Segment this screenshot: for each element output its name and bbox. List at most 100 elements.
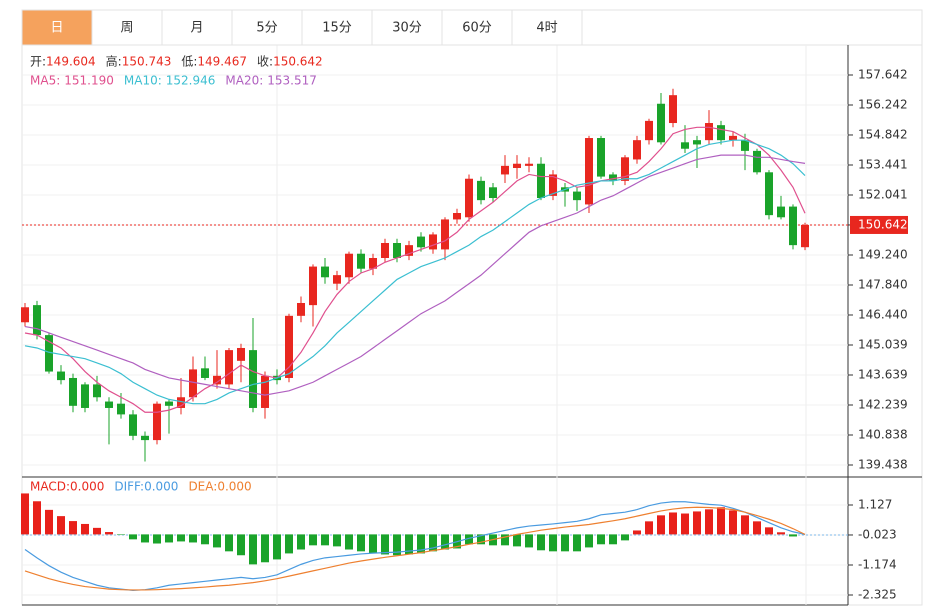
macd-bar	[285, 534, 293, 554]
tab[interactable]	[161, 9, 233, 46]
candle-body	[21, 307, 29, 323]
candle-body	[177, 397, 185, 408]
candle-body	[261, 375, 269, 408]
candle-body	[393, 243, 401, 258]
candle-body	[657, 103, 665, 143]
legend-text: 0.000	[144, 480, 178, 494]
tab-label[interactable]: 60分	[462, 21, 492, 36]
legend-text: DIFF:	[114, 480, 144, 494]
candle-body	[609, 174, 617, 181]
macd-bar	[669, 512, 677, 535]
candle-body	[705, 123, 713, 141]
indicator-line	[24, 506, 806, 591]
candle-body	[129, 414, 137, 436]
tab-label[interactable]: 日	[50, 21, 63, 36]
legend-text: 153.517	[267, 74, 317, 88]
candle-body	[33, 305, 41, 336]
candle-body	[729, 135, 737, 141]
candle-body	[621, 157, 629, 181]
candle-body	[537, 163, 545, 199]
macd-bar	[393, 534, 401, 556]
y-tick-label: 150.642	[858, 217, 908, 231]
legend-text: 收:	[257, 55, 273, 69]
macd-bar	[417, 534, 425, 554]
macd-bar	[621, 534, 629, 541]
tab-label[interactable]: 5分	[256, 21, 277, 36]
candle-body	[345, 253, 353, 278]
macd-bar	[45, 509, 53, 535]
indicator-line	[24, 501, 806, 592]
candle-body	[441, 219, 449, 250]
y-tick-label: 1.127	[858, 497, 892, 511]
indicator-line	[24, 154, 806, 396]
macd-bar	[561, 534, 569, 552]
candle-body	[453, 213, 461, 220]
y-tick-label: 146.440	[858, 307, 908, 321]
candle-body	[93, 384, 101, 398]
macd-bar	[309, 534, 317, 546]
y-tick-label: 152.041	[858, 187, 908, 201]
tab-label[interactable]: 周	[120, 21, 133, 36]
candle-body	[693, 140, 701, 145]
macd-bar	[381, 534, 389, 555]
candle-body	[681, 142, 689, 149]
macd-bar	[297, 534, 305, 550]
macd-bar	[69, 521, 77, 535]
tab-label[interactable]: 月	[190, 21, 203, 36]
macd-bar	[261, 534, 269, 563]
candle-body	[321, 266, 329, 278]
macd-bar	[117, 534, 125, 535]
candle-body	[153, 403, 161, 441]
y-tick-label: 156.242	[858, 97, 908, 111]
tab[interactable]	[511, 9, 583, 46]
macd-bar	[357, 534, 365, 552]
candle-body	[741, 140, 749, 151]
legend-text: MA5:	[30, 74, 60, 88]
legend-text: 151.190	[64, 74, 114, 88]
macd-bar	[273, 534, 281, 560]
macd-bar	[753, 521, 761, 535]
legend-text: DEA:	[188, 480, 217, 494]
tab[interactable]	[301, 9, 373, 46]
macd-bar	[777, 532, 785, 535]
candle-body	[309, 266, 317, 306]
y-tick-label: 142.239	[858, 397, 908, 411]
candle-body	[225, 350, 233, 385]
candle-body	[777, 206, 785, 218]
macd-bar	[657, 515, 665, 535]
tab-label[interactable]: 15分	[322, 21, 352, 36]
tab[interactable]	[21, 9, 93, 46]
macd-bar	[693, 511, 701, 535]
macd-bar	[177, 534, 185, 542]
macd-bar	[21, 493, 29, 535]
y-tick-label: 147.840	[858, 277, 908, 291]
macd-bar	[573, 534, 581, 552]
candle-body	[333, 275, 341, 284]
macd-bar	[537, 534, 545, 551]
tab-label[interactable]: 30分	[392, 21, 422, 36]
candle-body	[105, 401, 113, 408]
macd-bar	[165, 534, 173, 543]
candle-body	[765, 172, 773, 216]
tab[interactable]	[91, 9, 163, 46]
candle-body	[549, 174, 557, 196]
price-tag	[850, 215, 908, 234]
tab[interactable]	[371, 9, 443, 46]
macd-bar	[93, 527, 101, 535]
candle-body	[369, 257, 377, 269]
macd-bar	[513, 534, 521, 547]
legend-text: 149.467	[197, 55, 247, 69]
tab[interactable]	[231, 9, 303, 46]
indicator-line	[24, 139, 806, 405]
candle-body	[237, 347, 245, 361]
tab-label[interactable]: 4时	[536, 21, 557, 36]
y-tick-label: 140.838	[858, 428, 908, 442]
legend-text: 149.604	[46, 55, 96, 69]
candle-body	[213, 375, 221, 385]
candle-body	[189, 369, 197, 398]
y-tick-label: 149.240	[858, 247, 908, 261]
candle-body	[81, 384, 89, 408]
macd-bar	[57, 516, 65, 535]
macd-bar	[249, 534, 257, 565]
